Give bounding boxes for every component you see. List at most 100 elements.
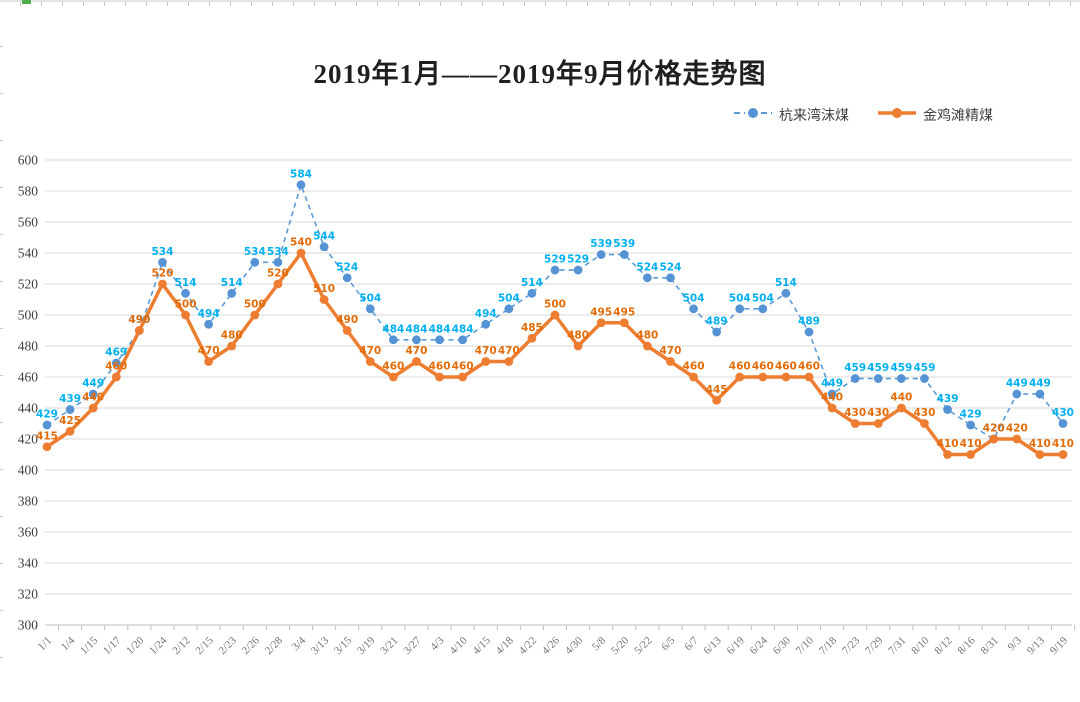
- svg-text:4/30: 4/30: [563, 634, 586, 657]
- svg-text:500: 500: [175, 299, 197, 311]
- svg-text:460: 460: [798, 361, 820, 373]
- svg-text:480: 480: [18, 339, 39, 354]
- svg-text:4/26: 4/26: [540, 634, 563, 657]
- svg-text:6/24: 6/24: [748, 634, 771, 657]
- svg-text:504: 504: [683, 292, 705, 304]
- svg-text:1/20: 1/20: [124, 634, 147, 657]
- svg-text:500: 500: [244, 299, 266, 311]
- svg-text:4/15: 4/15: [471, 634, 494, 657]
- svg-text:445: 445: [706, 384, 728, 396]
- svg-text:5/22: 5/22: [632, 635, 654, 657]
- svg-text:6/30: 6/30: [771, 634, 794, 657]
- svg-text:460: 460: [729, 361, 751, 373]
- svg-text:3/21: 3/21: [378, 635, 400, 657]
- svg-text:440: 440: [821, 392, 843, 404]
- svg-text:1/1: 1/1: [36, 635, 54, 653]
- svg-text:439: 439: [59, 393, 81, 405]
- svg-text:534: 534: [151, 246, 173, 258]
- dashed-line-marker-icon: [733, 107, 773, 124]
- svg-text:2/26: 2/26: [240, 634, 263, 657]
- svg-text:489: 489: [798, 316, 820, 328]
- svg-text:520: 520: [151, 268, 173, 280]
- svg-text:459: 459: [867, 362, 889, 374]
- svg-text:560: 560: [18, 215, 39, 230]
- svg-text:489: 489: [706, 316, 728, 328]
- svg-text:469: 469: [105, 347, 127, 359]
- svg-text:529: 529: [567, 254, 589, 266]
- svg-text:360: 360: [18, 525, 39, 540]
- svg-text:3/4: 3/4: [290, 634, 309, 653]
- svg-text:580: 580: [18, 184, 39, 199]
- svg-text:459: 459: [913, 362, 935, 374]
- legend-item-series2[interactable]: 金鸡滩精煤: [877, 105, 993, 125]
- svg-text:485: 485: [521, 322, 543, 334]
- svg-text:429: 429: [960, 409, 982, 421]
- svg-text:420: 420: [1006, 423, 1028, 435]
- svg-text:3/27: 3/27: [401, 634, 424, 657]
- svg-text:460: 460: [105, 361, 127, 373]
- legend-item-series1[interactable]: 杭来湾沫煤: [733, 105, 849, 125]
- svg-text:2/23: 2/23: [217, 634, 240, 657]
- svg-text:540: 540: [18, 246, 39, 261]
- svg-text:9/13: 9/13: [1025, 634, 1048, 657]
- svg-text:500: 500: [544, 299, 566, 311]
- svg-text:320: 320: [18, 587, 39, 602]
- svg-text:534: 534: [267, 246, 289, 258]
- svg-text:534: 534: [244, 246, 266, 258]
- svg-text:429: 429: [36, 409, 58, 421]
- svg-text:484: 484: [452, 323, 474, 335]
- svg-text:2/15: 2/15: [193, 634, 216, 657]
- svg-text:2/12: 2/12: [170, 635, 192, 657]
- svg-text:415: 415: [36, 430, 58, 442]
- svg-text:460: 460: [18, 370, 39, 385]
- svg-text:3/19: 3/19: [355, 634, 378, 657]
- svg-text:494: 494: [475, 308, 497, 320]
- svg-text:524: 524: [659, 261, 681, 273]
- svg-text:9/3: 9/3: [1006, 634, 1025, 653]
- svg-text:300: 300: [18, 618, 39, 633]
- svg-text:520: 520: [267, 268, 289, 280]
- svg-text:340: 340: [18, 556, 39, 571]
- svg-text:430: 430: [844, 407, 866, 419]
- svg-text:5/20: 5/20: [609, 634, 632, 657]
- svg-text:470: 470: [498, 345, 520, 357]
- svg-text:470: 470: [659, 345, 681, 357]
- svg-text:440: 440: [890, 392, 912, 404]
- svg-text:6/13: 6/13: [701, 634, 724, 657]
- svg-text:490: 490: [128, 314, 150, 326]
- svg-text:539: 539: [590, 238, 612, 250]
- svg-text:410: 410: [1029, 438, 1051, 450]
- svg-text:470: 470: [198, 345, 220, 357]
- svg-text:400: 400: [18, 463, 39, 478]
- svg-text:410: 410: [1052, 438, 1074, 450]
- svg-text:480: 480: [567, 330, 589, 342]
- svg-text:3/13: 3/13: [309, 634, 332, 657]
- svg-text:470: 470: [359, 345, 381, 357]
- svg-text:420: 420: [18, 432, 39, 447]
- svg-text:539: 539: [613, 238, 635, 250]
- svg-text:514: 514: [521, 277, 543, 289]
- spreadsheet-column-ticks: [0, 0, 1080, 6]
- svg-text:480: 480: [636, 330, 658, 342]
- svg-text:504: 504: [752, 292, 774, 304]
- svg-text:4/22: 4/22: [517, 635, 539, 657]
- svg-text:440: 440: [82, 392, 104, 404]
- chart-title: 2019年1月——2019年9月价格走势图: [313, 59, 767, 89]
- svg-text:5/8: 5/8: [590, 634, 609, 653]
- svg-text:420: 420: [983, 423, 1005, 435]
- svg-text:425: 425: [59, 415, 81, 427]
- svg-text:8/31: 8/31: [979, 635, 1001, 657]
- svg-text:6/7: 6/7: [682, 634, 701, 653]
- svg-text:2/28: 2/28: [263, 634, 286, 657]
- svg-text:430: 430: [867, 407, 889, 419]
- solid-line-marker-icon: [877, 107, 917, 124]
- svg-text:584: 584: [290, 168, 312, 180]
- svg-text:504: 504: [729, 292, 751, 304]
- svg-text:460: 460: [683, 361, 705, 373]
- svg-text:7/18: 7/18: [817, 634, 840, 657]
- svg-text:529: 529: [544, 254, 566, 266]
- svg-text:449: 449: [1029, 378, 1051, 390]
- svg-text:514: 514: [221, 277, 243, 289]
- svg-text:500: 500: [18, 308, 39, 323]
